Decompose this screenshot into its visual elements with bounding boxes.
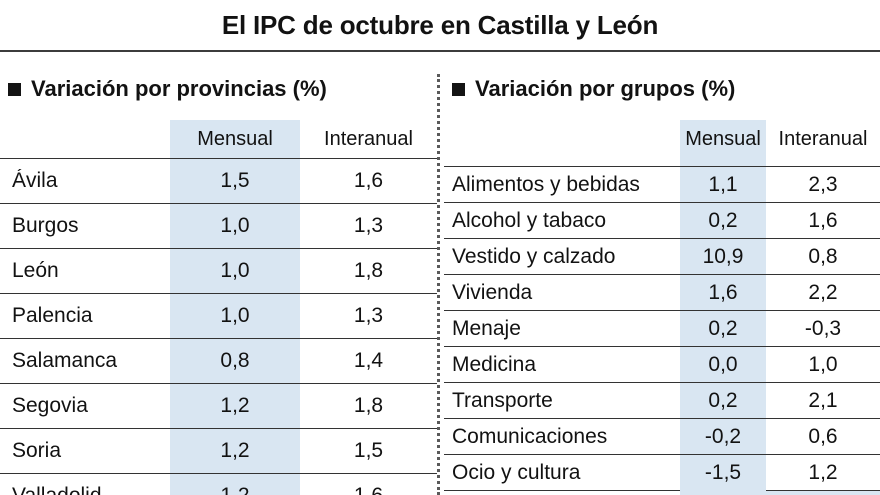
table-row: Vestido y calzado 10,9 0,8 (444, 238, 880, 274)
table-row: Ocio y cultura -1,5 1,2 (444, 454, 880, 490)
provinces-rows: Ávila 1,5 1,6 Burgos 1,0 1,3 León 1,0 1,… (0, 158, 437, 495)
mensual-value: 1,5 (220, 169, 250, 192)
row-label: Salamanca (12, 349, 118, 372)
mensual-value: 10,9 (702, 244, 744, 268)
table-row: Menaje 0,2 -0,3 (444, 310, 880, 346)
provinces-table-header: Mensual Interanual (0, 120, 437, 158)
mensual-value: 1,0 (220, 214, 250, 237)
interanual-value: 1,4 (353, 349, 384, 372)
mensual-value: 1,2 (220, 439, 250, 462)
bullet-square-icon (452, 82, 465, 96)
row-label: Vestido y calzado (452, 244, 616, 268)
row-label: Ávila (12, 169, 58, 192)
groups-rows: Alimentos y bebidas 1,1 2,3 Alcohol y ta… (444, 166, 880, 490)
mensual-value: -1,5 (704, 460, 742, 484)
column-header-mensual: Mensual (685, 127, 761, 150)
mensual-column-highlight (170, 120, 300, 495)
table-row: Medicina 0,0 1,0 (444, 346, 880, 382)
mensual-column-highlight (680, 120, 766, 495)
row-label: Vivienda (452, 280, 533, 304)
row-label: Menaje (452, 316, 521, 340)
interanual-value: -0,3 (804, 316, 842, 340)
mensual-value: 0,2 (708, 208, 738, 232)
groups-heading-label: Variación por grupos (%) (475, 76, 736, 101)
provinces-heading-label: Variación por provincias (%) (31, 76, 327, 101)
interanual-value: 2,1 (808, 388, 838, 412)
mensual-value: 1,2 (220, 394, 250, 417)
mensual-value: 1,1 (708, 172, 738, 196)
table-row: Alcohol y tabaco 0,2 1,6 (444, 202, 880, 238)
partial-next-row (444, 490, 880, 495)
row-label: Valladolid (0, 484, 170, 495)
row-label: Alimentos y bebidas (452, 172, 640, 196)
table-row: Salamanca 0,8 1,4 (0, 338, 437, 383)
row-label: Segovia (12, 394, 88, 417)
row-label: León (12, 259, 59, 282)
mensual-value: 1,2 (170, 484, 300, 495)
table-row: Ávila 1,5 1,6 (0, 158, 437, 203)
row-label: Alcohol y tabaco (452, 208, 607, 232)
mensual-value: 1,0 (220, 259, 250, 282)
interanual-value: 0,6 (808, 424, 838, 448)
table-row: Soria 1,2 1,5 (0, 428, 437, 473)
row-label: Palencia (12, 304, 93, 327)
mensual-value: 0,8 (220, 349, 250, 372)
bullet-square-icon (8, 82, 21, 96)
table-row: Segovia 1,2 1,8 (0, 383, 437, 428)
table-row: Burgos 1,0 1,3 (0, 203, 437, 248)
interanual-value: 1,5 (353, 439, 384, 462)
column-header-interanual: Interanual (778, 127, 868, 150)
interanual-value: 1,2 (808, 460, 838, 484)
mensual-value: 0,2 (708, 316, 738, 340)
mensual-value: 1,6 (708, 280, 738, 304)
groups-section-heading: Variación por grupos (%) (452, 76, 735, 102)
interanual-value: 2,3 (808, 172, 838, 196)
interanual-value: 1,8 (353, 394, 384, 417)
table-row: Transporte 0,2 2,1 (444, 382, 880, 418)
table-row: León 1,0 1,8 (0, 248, 437, 293)
interanual-value: 1,6 (300, 484, 437, 495)
column-header-interanual: Interanual (324, 127, 413, 150)
interanual-value: 1,8 (353, 259, 384, 282)
table-row: Alimentos y bebidas 1,1 2,3 (444, 166, 880, 202)
provinces-table: Mensual Interanual Ávila 1,5 1,6 Burgos … (0, 120, 437, 495)
groups-table-header: Mensual Interanual (444, 120, 880, 158)
interanual-value: 0,8 (808, 244, 838, 268)
interanual-value: 1,3 (353, 214, 384, 237)
table-row: Palencia 1,0 1,3 (0, 293, 437, 338)
row-label: Soria (12, 439, 62, 462)
row-label: Comunicaciones (452, 424, 608, 448)
mensual-value: 1,0 (220, 304, 250, 327)
row-label: Transporte (452, 388, 553, 412)
row-label: Ocio y cultura (452, 460, 581, 484)
mensual-value: 0,2 (708, 388, 738, 412)
interanual-value: 1,6 (353, 169, 384, 192)
page-title: El IPC de octubre en Castilla y León (0, 0, 880, 52)
groups-table: Mensual Interanual Alimentos y bebidas 1… (444, 120, 880, 495)
vertical-dotted-divider (437, 74, 440, 495)
interanual-value: 1,3 (353, 304, 384, 327)
mensual-value: -0,2 (704, 424, 742, 448)
interanual-value: 2,2 (808, 280, 838, 304)
row-label: Medicina (452, 352, 537, 376)
table-row: Valladolid 1,2 1,6 (0, 473, 437, 495)
column-header-mensual: Mensual (197, 127, 273, 150)
partial-row-highlight (680, 491, 880, 495)
table-row: Comunicaciones -0,2 0,6 (444, 418, 880, 454)
provinces-section-heading: Variación por provincias (%) (8, 76, 327, 102)
interanual-value: 1,6 (808, 208, 838, 232)
interanual-value: 1,0 (808, 352, 838, 376)
mensual-value: 0,0 (708, 352, 738, 376)
table-row: Vivienda 1,6 2,2 (444, 274, 880, 310)
row-label: Burgos (12, 214, 79, 237)
